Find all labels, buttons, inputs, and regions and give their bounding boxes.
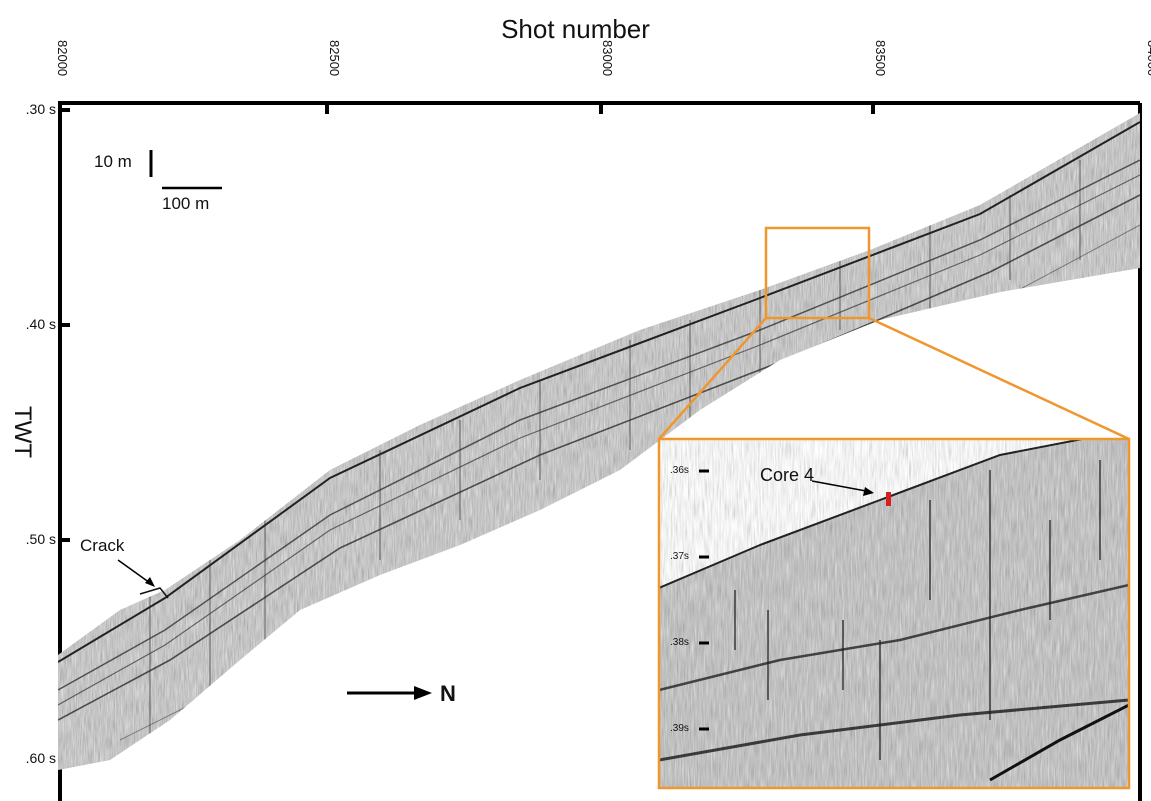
core-marker (886, 492, 891, 506)
scale-horizontal-label: 100 m (162, 194, 210, 213)
scale-vertical-label: 10 m (94, 152, 132, 171)
inset-y-tick-label: .36s (670, 465, 689, 476)
y-tick-label: .50 s (25, 531, 56, 547)
inset-y-tick-label: .38s (670, 637, 689, 648)
y-tick-label: .30 s (25, 101, 56, 117)
crack-label: Crack (80, 536, 125, 555)
core-label: Core 4 (760, 465, 815, 485)
inset-y-tick-label: .39s (670, 723, 689, 734)
x-axis-title: Shot number (501, 14, 650, 44)
y-tick-label: .40 s (25, 316, 56, 332)
inset-y-tick-label: .37s (670, 551, 689, 562)
north-label: N (440, 681, 456, 706)
y-tick-label: .60 s (25, 750, 56, 766)
